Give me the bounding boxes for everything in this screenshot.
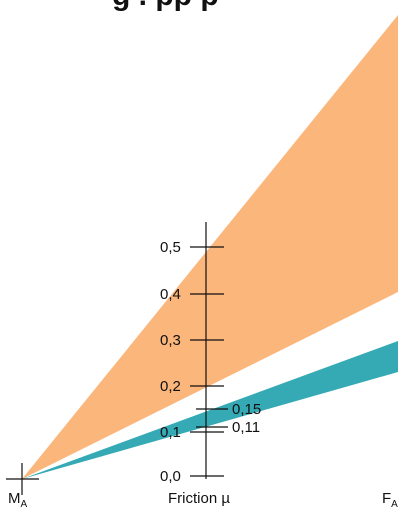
tick-label-0-5: 0,5 <box>160 239 181 256</box>
tick-label-0-2: 0,2 <box>160 378 181 395</box>
origin-label-subscript: A <box>21 499 28 510</box>
end-label-main: F <box>382 490 391 507</box>
origin-label: MA <box>8 490 28 510</box>
friction-label: Friction µ <box>168 490 230 507</box>
diagram-title: g . pp p <box>112 0 219 12</box>
end-label-subscript: A <box>391 499 398 510</box>
origin-label-main: M <box>8 490 21 507</box>
tick-label-0-4: 0,4 <box>160 286 181 303</box>
marker-label-0-11: 0,11 <box>232 419 260 436</box>
tick-label-0-0: 0,0 <box>160 468 181 485</box>
teal-friction-band <box>22 341 398 479</box>
tick-label-0-1: 0,1 <box>160 424 181 441</box>
end-label: FA <box>382 490 398 510</box>
marker-label-0-15: 0,15 <box>232 401 261 418</box>
tick-label-0-3: 0,3 <box>160 332 181 349</box>
